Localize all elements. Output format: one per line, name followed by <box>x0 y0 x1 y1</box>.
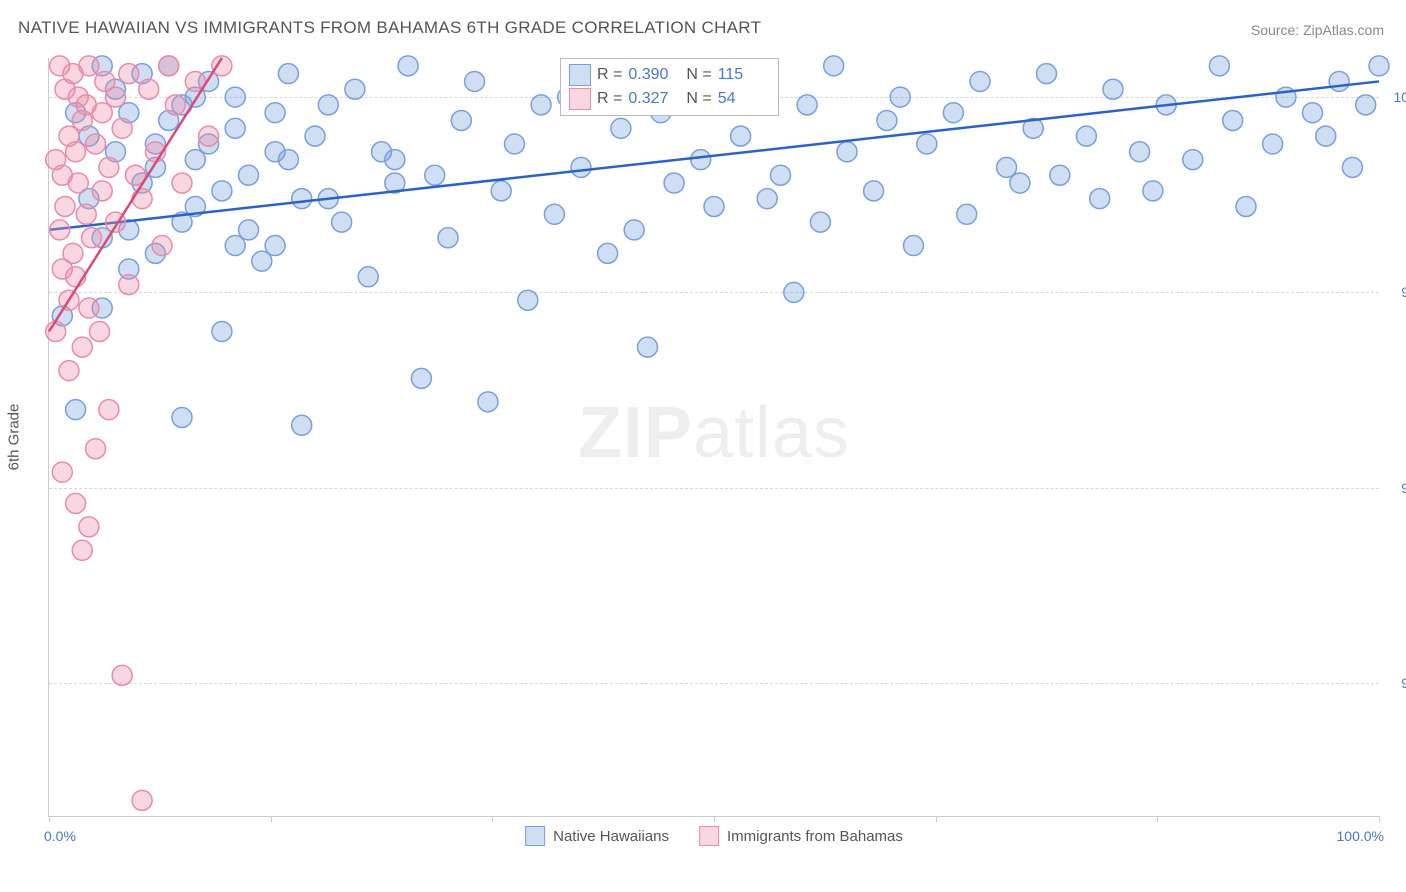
chart-plot-area: 6th Grade ZIPatlas 0.0% 100.0% Native Ha… <box>48 58 1379 817</box>
stats-row-series-0: R = 0.390 N = 115 <box>569 63 770 87</box>
legend-swatch-icon <box>699 826 719 846</box>
x-tick <box>271 816 272 822</box>
x-tick <box>714 816 715 822</box>
x-axis-max-label: 100.0% <box>1337 828 1384 844</box>
x-tick <box>936 816 937 822</box>
stats-r-label: R = <box>597 90 622 108</box>
stats-n-label: N = <box>686 66 711 84</box>
chart-title: NATIVE HAWAIIAN VS IMMIGRANTS FROM BAHAM… <box>18 18 761 38</box>
scatter-plot-svg <box>49 58 1379 816</box>
legend-bottom: Native Hawaiians Immigrants from Bahamas <box>525 826 903 846</box>
x-tick <box>1379 816 1380 822</box>
legend-swatch-icon <box>525 826 545 846</box>
stats-swatch-icon <box>569 88 591 110</box>
x-tick <box>1157 816 1158 822</box>
stats-n-label: N = <box>686 90 711 108</box>
y-tick-label: 95.0% <box>1386 480 1406 496</box>
y-tick-label: 97.5% <box>1386 284 1406 300</box>
legend-label: Native Hawaiians <box>553 828 669 845</box>
legend-item-immigrants-bahamas: Immigrants from Bahamas <box>699 826 903 846</box>
legend-item-native-hawaiians: Native Hawaiians <box>525 826 669 846</box>
stats-legend-box: R = 0.390 N = 115 R = 0.327 N = 54 <box>560 58 779 116</box>
y-tick-label: 100.0% <box>1386 89 1406 105</box>
y-axis-title: 6th Grade <box>6 404 23 471</box>
source-attribution: Source: ZipAtlas.com <box>1251 22 1384 38</box>
legend-label: Immigrants from Bahamas <box>727 828 903 845</box>
stats-n-value: 54 <box>718 90 770 108</box>
y-tick-label: 92.5% <box>1386 675 1406 691</box>
stats-swatch-icon <box>569 64 591 86</box>
stats-r-value: 0.327 <box>628 90 680 108</box>
stats-row-series-1: R = 0.327 N = 54 <box>569 87 770 111</box>
stats-r-label: R = <box>597 66 622 84</box>
stats-r-value: 0.390 <box>628 66 680 84</box>
stats-n-value: 115 <box>718 66 770 84</box>
x-axis-min-label: 0.0% <box>44 828 76 844</box>
x-tick <box>49 816 50 822</box>
x-tick <box>492 816 493 822</box>
